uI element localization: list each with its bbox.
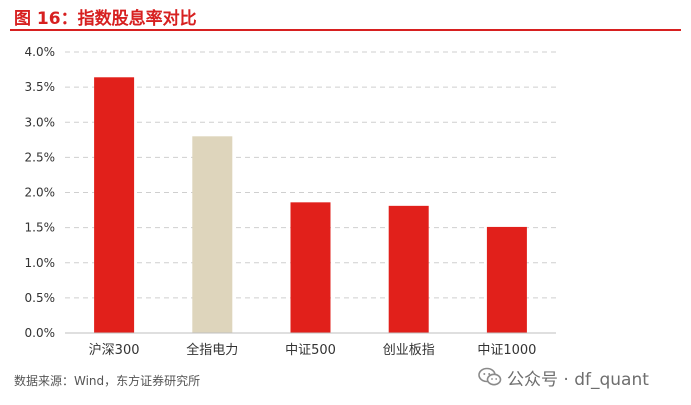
bar [486, 226, 527, 333]
watermark-text: 公众号 · df_quant [507, 369, 649, 390]
title-underline [10, 29, 681, 31]
x-tick-label: 中证1000 [477, 343, 536, 358]
y-tick-label: 2.0% [25, 186, 56, 200]
figure-header: 图 16：指数股息率对比 [0, 0, 691, 31]
watermark: 公众号 · df_quant [478, 366, 649, 390]
y-tick-label: 0.5% [25, 291, 56, 305]
x-axis-ticks: 沪深300 全指电力 中证500 创业板指 中证1000 [89, 342, 537, 358]
wechat-icon [478, 367, 502, 386]
y-axis-ticks: 0.0% 0.5% 1.0% 1.5% 2.0% 2.5% 3.0% 3.5% 4.0% [25, 45, 56, 340]
figure-title: 图 16：指数股息率对比 [14, 9, 197, 29]
y-tick-label: 4.0% [25, 45, 56, 59]
bar [192, 136, 233, 333]
y-tick-label: 2.5% [25, 150, 56, 164]
y-tick-label: 3.0% [25, 115, 56, 129]
bar [388, 205, 429, 333]
y-tick-label: 0.0% [25, 326, 56, 340]
y-tick-label: 1.5% [25, 221, 56, 235]
x-tick-label: 创业板指 [383, 343, 435, 358]
bar [290, 202, 331, 333]
y-tick-label: 1.0% [25, 256, 56, 270]
y-tick-label: 3.5% [25, 80, 56, 94]
bar [94, 77, 135, 333]
x-tick-label: 沪深300 [89, 342, 140, 358]
bars [94, 77, 527, 333]
data-source-note: 数据来源：Wind，东方证券研究所 [14, 374, 201, 388]
x-tick-label: 全指电力 [186, 342, 238, 358]
x-tick-label: 中证500 [285, 343, 336, 358]
